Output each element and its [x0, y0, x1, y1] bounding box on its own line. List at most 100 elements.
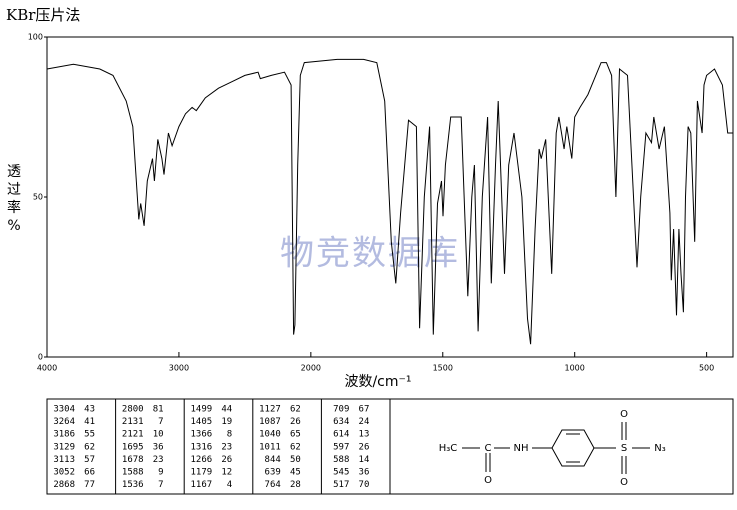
y-label-char: 透 [7, 164, 21, 180]
peak-wavenumber: 614 [333, 430, 349, 440]
peak-wavenumber: 588 [333, 455, 349, 465]
peak-wavenumber: 1179 [191, 468, 213, 478]
watermark: 物竞数据库 [280, 234, 460, 274]
peak-wavenumber: 764 [265, 480, 281, 490]
peak-transmittance: 23 [221, 442, 232, 452]
peak-wavenumber: 545 [333, 468, 349, 478]
peak-wavenumber: 1588 [122, 468, 144, 478]
structure-atom: S [621, 443, 627, 454]
peak-transmittance: 66 [84, 468, 95, 478]
plot-frame [46, 36, 734, 358]
peak-transmittance: 65 [290, 430, 301, 440]
chart-title: KBr压片法 [6, 6, 80, 24]
peak-transmittance: 23 [153, 455, 164, 465]
peak-transmittance: 67 [359, 405, 370, 415]
peak-transmittance: 62 [290, 405, 301, 415]
peak-transmittance: 4 [227, 480, 232, 490]
peak-wavenumber: 1536 [122, 480, 144, 490]
peak-wavenumber: 1316 [191, 442, 213, 452]
y-tick-label: 0 [38, 353, 43, 362]
peak-wavenumber: 1366 [191, 430, 213, 440]
peak-wavenumber: 3113 [53, 455, 75, 465]
peak-wavenumber: 1040 [259, 430, 281, 440]
peak-wavenumber: 639 [265, 468, 281, 478]
x-tick-label: 2000 [301, 364, 321, 373]
peak-wavenumber: 1405 [191, 417, 213, 427]
structure-atom: O [620, 409, 628, 420]
peak-transmittance: 26 [359, 442, 370, 452]
peak-transmittance: 36 [153, 442, 164, 452]
peak-transmittance: 7 [158, 480, 163, 490]
structure-atom: O [484, 475, 492, 486]
peak-transmittance: 12 [221, 468, 232, 478]
structure-atom: NH [514, 443, 529, 454]
peak-wavenumber: 634 [333, 417, 349, 427]
structure-atom: O [620, 477, 628, 488]
peak-transmittance: 28 [290, 480, 301, 490]
peak-transmittance: 10 [153, 430, 164, 440]
peak-wavenumber: 517 [333, 480, 349, 490]
peak-transmittance: 57 [84, 455, 95, 465]
peak-transmittance: 26 [290, 417, 301, 427]
y-tick-label: 100 [28, 33, 43, 42]
peak-transmittance: 81 [153, 405, 164, 415]
peak-wavenumber: 844 [265, 455, 281, 465]
x-tick-label: 1000 [565, 364, 585, 373]
peak-transmittance: 70 [359, 480, 370, 490]
structure-atom: H₃C [439, 443, 458, 454]
peak-wavenumber: 1499 [191, 405, 213, 415]
peak-transmittance: 77 [84, 480, 95, 490]
peak-wavenumber: 3186 [53, 430, 75, 440]
peak-wavenumber: 1127 [259, 405, 281, 415]
peak-transmittance: 62 [84, 442, 95, 452]
x-tick-label: 3000 [169, 364, 189, 373]
spectrum-line [46, 58, 733, 345]
peak-transmittance: 36 [359, 468, 370, 478]
peak-wavenumber: 2131 [122, 417, 144, 427]
peak-wavenumber: 2868 [53, 480, 75, 490]
peak-wavenumber: 1678 [122, 455, 144, 465]
peak-transmittance: 13 [359, 430, 370, 440]
peak-wavenumber: 1011 [259, 442, 281, 452]
peak-transmittance: 43 [84, 405, 95, 415]
peak-wavenumber: 2121 [122, 430, 144, 440]
peak-wavenumber: 1167 [191, 480, 213, 490]
peak-transmittance: 44 [221, 405, 232, 415]
peak-transmittance: 24 [359, 417, 370, 427]
peak-transmittance: 26 [221, 455, 232, 465]
peak-wavenumber: 3052 [53, 468, 75, 478]
peak-transmittance: 14 [359, 455, 370, 465]
peak-wavenumber: 2800 [122, 405, 144, 415]
structure-frame [389, 398, 734, 495]
x-tick-label: 1500 [433, 364, 453, 373]
peak-wavenumber: 3264 [53, 417, 75, 427]
peak-wavenumber: 3129 [53, 442, 75, 452]
y-label-char: % [7, 218, 20, 234]
peak-transmittance: 7 [158, 417, 163, 427]
y-tick-label: 50 [33, 193, 43, 202]
peak-wavenumber: 3304 [53, 405, 75, 415]
y-axis-label: 透过率% [7, 164, 21, 234]
peak-transmittance: 19 [221, 417, 232, 427]
structure-atom: C [485, 443, 492, 454]
peak-wavenumber: 709 [333, 405, 349, 415]
peak-transmittance: 50 [290, 455, 301, 465]
structure-bonds [462, 422, 650, 474]
x-axis-label: 波数/cm⁻¹ [344, 374, 411, 390]
peak-wavenumber: 597 [333, 442, 349, 452]
peak-transmittance: 55 [84, 430, 95, 440]
x-tick-label: 4000 [37, 364, 57, 373]
peak-wavenumber: 1087 [259, 417, 281, 427]
peak-wavenumber: 1695 [122, 442, 144, 452]
peak-transmittance: 45 [290, 468, 301, 478]
peak-transmittance: 9 [158, 468, 163, 478]
y-label-char: 率 [7, 199, 21, 216]
x-tick-label: 500 [699, 364, 714, 373]
y-label-char: 过 [7, 182, 21, 198]
structure-atom: N₃ [654, 443, 666, 454]
peak-wavenumber: 1266 [191, 455, 213, 465]
peak-transmittance: 8 [227, 430, 232, 440]
peak-transmittance: 62 [290, 442, 301, 452]
peak-transmittance: 41 [84, 417, 95, 427]
